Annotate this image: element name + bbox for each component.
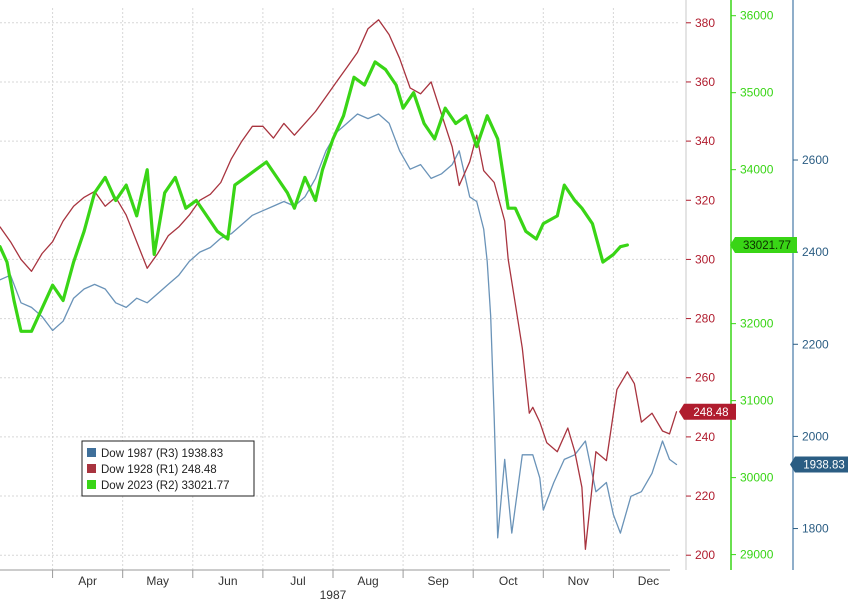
x-axis-label: 1987 [320,588,347,602]
tick-label-R1: 220 [695,489,715,503]
tick-label-R2: 32000 [740,317,774,331]
tick-label-R1: 300 [695,252,715,266]
tick-label-R1: 380 [695,16,715,30]
x-tick-label: Jul [290,574,305,588]
tick-label-R2: 31000 [740,394,774,408]
x-tick-label: Sep [427,574,449,588]
series-lines [0,19,678,550]
tick-label-R3: 2400 [802,245,829,259]
last-value-text-R3: 1938.83 [803,460,845,472]
x-tick-label: Apr [78,574,97,588]
legend-label: Dow 2023 (R2) 33021.77 [101,480,230,492]
tick-label-R2: 36000 [740,9,774,23]
series-line-3 [0,60,629,333]
legend-swatch [87,464,96,473]
chart-legend: Dow 1987 (R3) 1938.83 Dow 1928 (R1) 248.4… [81,440,255,497]
tick-label-R2: 34000 [740,163,774,177]
tick-label-R1: 240 [695,430,715,444]
tick-label-R2: 35000 [740,86,774,100]
tick-label-R3: 1800 [802,522,829,536]
x-tick-label: Oct [499,574,518,588]
tick-label-R1: 200 [695,548,715,562]
tick-label-R2: 30000 [740,471,774,485]
last-value-text-R1: 248.48 [693,407,728,419]
series-line-2 [0,19,678,550]
tick-label-R1: 320 [695,193,715,207]
legend-swatch [87,448,96,457]
tick-label-R1: 260 [695,371,715,385]
last-value-badges: 1938.83 248.48 33021.77 [679,236,848,473]
chart-axes: 200 220 240 260 280 300 320 340 360 380 29000 30000… [685,0,829,570]
x-tick-label: Nov [568,574,589,588]
chart-grid [0,8,680,570]
tick-label-R1: 360 [695,75,715,89]
last-value-badge-R2 [730,236,797,253]
x-tick-label: Dec [638,574,659,588]
x-tick-label: Aug [357,574,378,588]
tick-label-R1: 280 [695,312,715,326]
tick-label-R2: 29000 [740,548,774,562]
tick-label-R1: 340 [695,134,715,148]
x-tick-label: May [146,574,169,588]
tick-label-R3: 2000 [802,429,829,443]
legend-label: Dow 1928 (R1) 248.48 [101,464,217,476]
last-value-badge-R3 [790,456,848,473]
legend-label: Dow 1987 (R3) 1938.83 [101,448,223,460]
series-line-1 [0,113,678,539]
last-value-text-R2: 33021.77 [743,240,791,252]
tick-label-R3: 2600 [802,153,829,167]
last-value-badge-R1 [679,403,736,420]
legend-box [81,440,255,497]
x-tick-label: Jun [218,574,237,588]
legend-swatch [87,480,96,489]
tick-label-R3: 2200 [802,337,829,351]
x-axis: Apr May Jun Jul Aug Sep Oct Nov Dec 1987 [0,569,670,602]
